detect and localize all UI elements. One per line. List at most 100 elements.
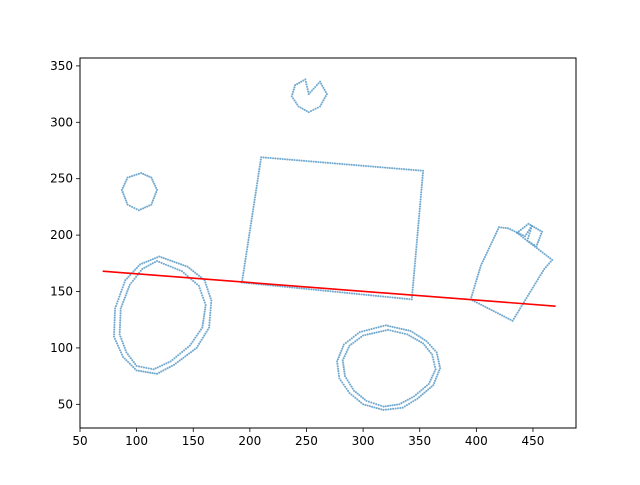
data-point [545,254,548,257]
y-tick-label: 300 [50,115,73,129]
data-point [141,267,144,271]
data-point [119,323,122,326]
data-point [549,260,552,263]
data-point [380,404,383,407]
data-point [517,309,520,312]
data-point [341,347,344,350]
data-point [342,363,345,366]
data-point [122,193,125,196]
data-point [123,296,126,299]
data-point [119,316,122,319]
x-tick-label: 450 [522,434,545,448]
data-point [410,168,413,171]
data-point [396,331,399,334]
data-point [387,408,390,411]
data-point [150,367,153,370]
data-point [410,401,413,404]
data-point [129,273,132,277]
data-point [340,349,343,352]
data-point [471,291,474,294]
data-point [396,326,399,329]
data-point [380,408,383,411]
data-point [475,280,478,283]
data-point [507,227,510,230]
data-point [377,295,380,298]
data-point [208,321,211,324]
data-point [366,404,369,407]
data-point [479,264,482,267]
data-point [492,310,495,313]
data-point [348,391,351,395]
data-point [256,182,259,185]
data-point [367,165,370,168]
data-point [312,87,315,90]
data-point [126,290,129,293]
data-point [208,316,211,319]
data-point [155,186,158,189]
data-point [343,163,346,166]
data-point [243,262,246,265]
data-point [190,342,193,345]
data-point [348,344,351,347]
data-point [421,174,424,177]
data-point [415,238,419,241]
data-point [127,360,130,364]
data-point [389,404,392,407]
data-point [398,403,401,406]
data-point [337,370,340,373]
data-point [176,268,179,271]
data-point [525,233,528,236]
data-point [365,293,368,296]
data-point [119,321,122,324]
data-point [533,284,536,287]
data-point [415,245,418,249]
data-point [307,90,310,93]
data-point [415,241,418,244]
data-point [426,347,429,351]
data-point [537,228,540,231]
data-point [412,279,415,282]
data-point [425,390,428,393]
data-point [522,236,525,239]
data-point [246,243,249,246]
data-point [530,288,533,291]
data-point [353,292,356,295]
data-point [405,404,409,407]
data-point [336,290,339,294]
data-point [148,204,151,207]
data-point [315,84,318,87]
data-point [180,270,183,273]
data-point [433,363,436,366]
data-point [113,316,116,319]
data-point [180,263,183,266]
data-point [412,276,415,280]
data-point [400,402,403,405]
data-point [305,83,308,86]
data-point [297,105,300,108]
data-point [149,371,152,374]
data-point [377,326,380,329]
data-point [259,158,262,161]
data-point [413,272,416,275]
data-point [113,337,117,340]
data-point [414,337,417,340]
data-point [417,219,420,222]
data-point [344,341,347,345]
data-point [432,384,435,387]
data-point [120,305,123,308]
data-point [303,108,306,111]
data-point [200,338,203,341]
data-point [245,250,248,253]
data-point [362,403,365,406]
data-point [203,308,207,311]
data-point [531,225,534,228]
data-point [309,109,313,113]
data-point [416,229,419,232]
data-point [326,161,329,164]
data-point [315,288,318,291]
data-point [186,346,189,349]
data-point [114,305,117,308]
data-point [194,336,197,339]
data-point [405,168,408,171]
data-point [513,230,516,233]
